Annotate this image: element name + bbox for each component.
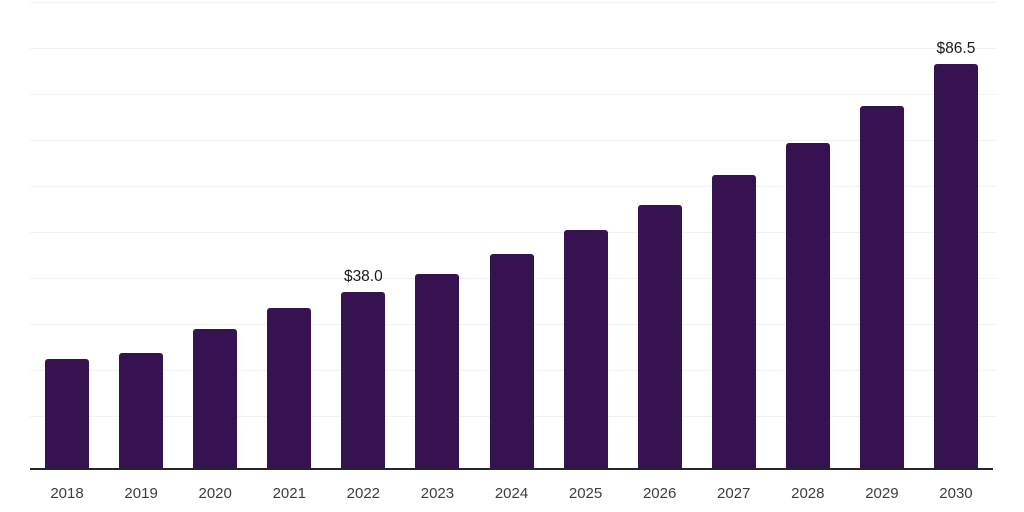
- bar-2023: [415, 274, 459, 470]
- x-tick-2025: 2025: [568, 485, 603, 502]
- gridline: [30, 94, 996, 95]
- bar-2030: [934, 64, 978, 470]
- x-tick-2023: 2023: [420, 485, 455, 502]
- x-tick-2022: 2022: [346, 485, 381, 502]
- bar-2029: [860, 106, 904, 470]
- bar-2028: [786, 143, 830, 470]
- x-tick-2028: 2028: [791, 485, 825, 502]
- bar-2027: [712, 175, 756, 470]
- gridline: [30, 186, 996, 187]
- gridline: [30, 232, 996, 233]
- x-tick-2020: 2020: [198, 485, 232, 502]
- bar-2025: [564, 230, 608, 470]
- x-tick-2027: 2027: [717, 485, 751, 502]
- x-tick-2019: 2019: [124, 485, 158, 502]
- bar-2019: [119, 353, 163, 470]
- bar-2026: [638, 205, 682, 470]
- x-tick-2030: 2030: [939, 485, 973, 502]
- x-tick-2029: 2029: [865, 485, 899, 502]
- x-tick-2026: 2026: [642, 485, 677, 502]
- bar-2021: [267, 308, 311, 470]
- gridline: [30, 48, 996, 49]
- x-tick-2021: 2021: [272, 485, 306, 502]
- bar-2024: [490, 254, 534, 470]
- x-tick-2024: 2024: [494, 485, 529, 502]
- bar-2022: [341, 292, 385, 470]
- gridline: [30, 2, 996, 3]
- bar-value-label-2022: $38.0: [343, 268, 383, 285]
- gridline: [30, 140, 996, 141]
- bar-2020: [193, 329, 237, 470]
- bar-2018: [45, 359, 89, 470]
- bar-value-label-2030: $86.5: [936, 40, 976, 57]
- x-axis-line: [30, 468, 993, 470]
- x-tick-2018: 2018: [50, 485, 84, 502]
